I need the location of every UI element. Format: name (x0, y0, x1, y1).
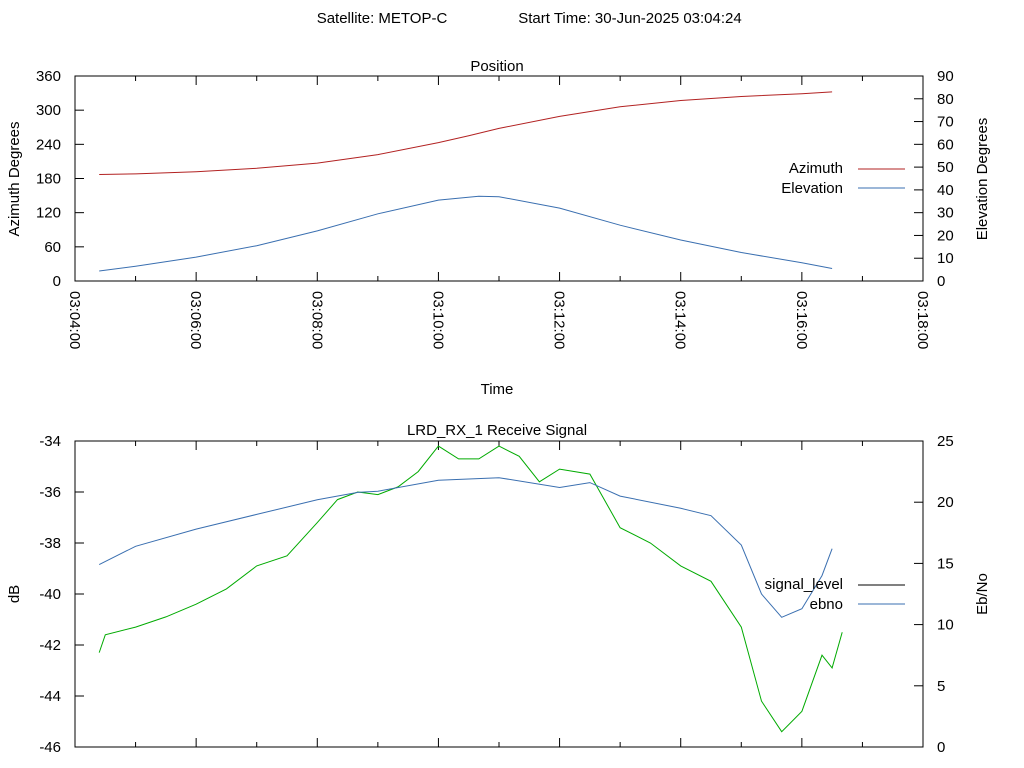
y-tick-label: 60 (44, 239, 61, 256)
position-y2-axis-label: Elevation Degrees (974, 118, 991, 241)
x-tick-label: 03:04:00 (66, 291, 83, 349)
y2-tick-label: 40 (937, 182, 954, 199)
y-tick-label: 0 (53, 273, 61, 290)
y2-tick-label: 10 (937, 617, 954, 634)
signal-legend: signal_level ebno (765, 576, 905, 613)
legend-signal-level-label: signal_level (765, 576, 843, 593)
y-tick-label: -38 (39, 535, 61, 552)
y2-tick-label: 20 (937, 494, 954, 511)
y-tick-label: -34 (39, 433, 61, 450)
y2-tick-label: 30 (937, 205, 954, 222)
y-tick-label: 120 (36, 205, 61, 222)
signal-y-axis-label: dB (6, 585, 23, 603)
y2-tick-label: 20 (937, 227, 954, 244)
y2-tick-label: 10 (937, 250, 954, 267)
signal-y2-axis-label: Eb/No (974, 573, 991, 615)
y2-tick-label: 80 (937, 91, 954, 108)
legend-ebno-label: ebno (810, 596, 843, 613)
position-chart: Position 03:04:00 03:06:00 03:08:00 03:10:0… (6, 58, 991, 398)
signal-title: LRD_RX_1 Receive Signal (407, 422, 587, 439)
y-tick-label: 300 (36, 102, 61, 119)
y2-tick-label: 60 (937, 136, 954, 153)
x-tick-label: 03:14:00 (672, 291, 689, 349)
position-y-axis-label: Azimuth Degrees (6, 121, 23, 236)
series-line-signal-level (98, 445, 843, 733)
y-tick-label: 240 (36, 136, 61, 153)
position-x-axis-label: Time (481, 381, 514, 398)
y-tick-label: -40 (39, 586, 61, 603)
x-tick-label: 03:08:00 (308, 291, 325, 349)
x-tick-label: 03:12:00 (551, 291, 568, 349)
y-tick-label: 360 (36, 68, 61, 85)
y2-tick-label: 70 (937, 114, 954, 131)
y-tick-label: 180 (36, 171, 61, 188)
signal-series (98, 445, 843, 733)
position-series (99, 91, 833, 272)
y2-tick-label: 5 (937, 678, 945, 695)
position-ticks: 03:04:00 03:06:00 03:08:00 03:10:00 03:12:00… (36, 68, 954, 349)
series-line-azimuth (99, 91, 833, 175)
satellite-label: Satellite: METOP-C (317, 10, 448, 27)
y-tick-label: -36 (39, 484, 61, 501)
signal-chart: LRD_RX_1 Receive Signal -46-44-42-40-38-… (6, 422, 991, 756)
signal-ticks: -46 -44 -42 -40 -38 -36 -34 0 5 10 15 20 25 (39, 433, 953, 756)
position-title: Position (470, 58, 523, 75)
legend-azimuth-label: Azimuth (789, 160, 843, 177)
x-tick-label: 03:16:00 (793, 291, 810, 349)
legend-elevation-label: Elevation (781, 180, 843, 197)
y2-tick-label: 0 (937, 273, 945, 290)
position-legend: Azimuth Elevation (781, 160, 905, 197)
y-tick-label: -46 (39, 739, 61, 756)
x-tick-label: 03:18:00 (914, 291, 931, 349)
y2-tick-label: 50 (937, 159, 954, 176)
y2-tick-label: 0 (937, 739, 945, 756)
x-tick-label: 03:10:00 (429, 291, 446, 349)
series-line-elevation (99, 195, 833, 272)
x-tick-label: 03:06:00 (187, 291, 204, 349)
start-time-label: Start Time: 30-Jun-2025 03:04:24 (518, 10, 741, 27)
y2-tick-label: 90 (937, 68, 954, 85)
y-tick-label: -42 (39, 637, 61, 654)
y2-tick-label: 25 (937, 433, 954, 450)
y-tick-label: -44 (39, 688, 61, 705)
y2-tick-label: 15 (937, 555, 954, 572)
series-line-ebno (98, 477, 833, 618)
